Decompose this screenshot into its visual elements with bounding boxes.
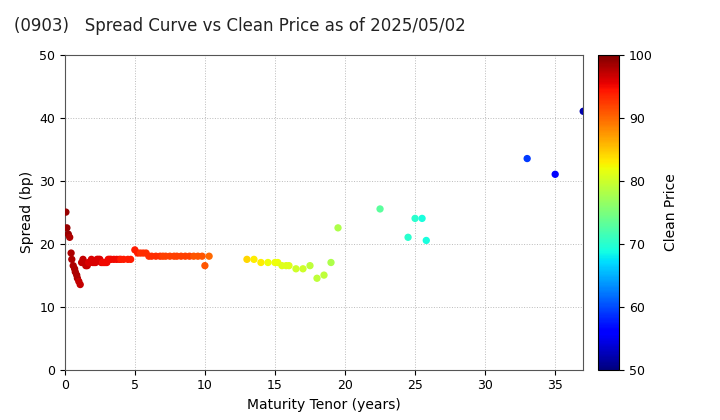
- Point: [409, 215, 420, 222]
- Point: [179, 253, 191, 260]
- Point: [140, 249, 152, 256]
- Point: [94, 256, 106, 263]
- Point: [311, 275, 323, 281]
- Point: [143, 253, 155, 260]
- Point: [69, 265, 81, 272]
- Point: [171, 253, 183, 260]
- Point: [199, 262, 211, 269]
- Point: [521, 155, 533, 162]
- Point: [154, 253, 166, 260]
- Point: [290, 265, 302, 272]
- Point: [402, 234, 414, 241]
- Point: [129, 247, 140, 253]
- Point: [115, 256, 127, 263]
- Point: [114, 256, 125, 263]
- Point: [176, 253, 187, 260]
- Point: [87, 259, 99, 266]
- Point: [105, 256, 117, 263]
- Point: [70, 269, 81, 276]
- Y-axis label: Clean Price: Clean Price: [664, 173, 678, 251]
- Point: [108, 256, 120, 263]
- Point: [101, 259, 112, 266]
- Point: [283, 262, 294, 269]
- Point: [71, 272, 83, 278]
- Point: [81, 262, 93, 269]
- Point: [192, 253, 204, 260]
- Point: [77, 256, 89, 263]
- Point: [255, 259, 266, 266]
- Point: [111, 256, 122, 263]
- Point: [374, 205, 386, 212]
- Point: [577, 108, 589, 115]
- Point: [104, 256, 115, 263]
- Point: [74, 281, 86, 288]
- Point: [97, 259, 109, 266]
- Point: [416, 215, 428, 222]
- Point: [80, 262, 91, 269]
- Point: [93, 256, 104, 263]
- Point: [90, 259, 102, 266]
- Point: [262, 259, 274, 266]
- Point: [118, 256, 130, 263]
- Point: [146, 253, 158, 260]
- Point: [269, 259, 281, 266]
- Point: [332, 224, 343, 231]
- Point: [122, 256, 134, 263]
- Point: [197, 253, 208, 260]
- Point: [203, 253, 215, 260]
- Point: [157, 253, 168, 260]
- Point: [86, 256, 97, 263]
- Point: [91, 256, 103, 263]
- Point: [64, 234, 76, 241]
- Point: [276, 262, 288, 269]
- Point: [241, 256, 253, 263]
- Point: [66, 249, 77, 256]
- Point: [63, 231, 74, 238]
- Point: [150, 253, 161, 260]
- Point: [248, 256, 260, 263]
- Point: [420, 237, 432, 244]
- Point: [68, 262, 79, 269]
- Point: [99, 259, 111, 266]
- Point: [72, 275, 84, 281]
- Point: [160, 253, 171, 260]
- Point: [164, 253, 176, 260]
- X-axis label: Maturity Tenor (years): Maturity Tenor (years): [247, 398, 401, 412]
- Point: [305, 262, 316, 269]
- Point: [188, 253, 199, 260]
- Point: [549, 171, 561, 178]
- Point: [102, 256, 114, 263]
- Point: [184, 253, 195, 260]
- Point: [325, 259, 337, 266]
- Point: [66, 256, 78, 263]
- Point: [76, 259, 87, 266]
- Y-axis label: Spread (bp): Spread (bp): [19, 171, 34, 253]
- Point: [125, 256, 136, 263]
- Text: (0903)   Spread Curve vs Clean Price as of 2025/05/02: (0903) Spread Curve vs Clean Price as of…: [14, 17, 466, 35]
- Point: [280, 262, 292, 269]
- Point: [98, 259, 109, 266]
- Point: [84, 259, 96, 266]
- Point: [83, 259, 94, 266]
- Point: [89, 259, 100, 266]
- Point: [135, 249, 146, 256]
- Point: [132, 249, 143, 256]
- Point: [78, 259, 90, 266]
- Point: [318, 272, 330, 278]
- Point: [297, 265, 309, 272]
- Point: [60, 209, 72, 215]
- Point: [61, 224, 73, 231]
- Point: [138, 249, 149, 256]
- Point: [168, 253, 180, 260]
- Point: [96, 259, 107, 266]
- Point: [73, 278, 84, 285]
- Point: [272, 259, 284, 266]
